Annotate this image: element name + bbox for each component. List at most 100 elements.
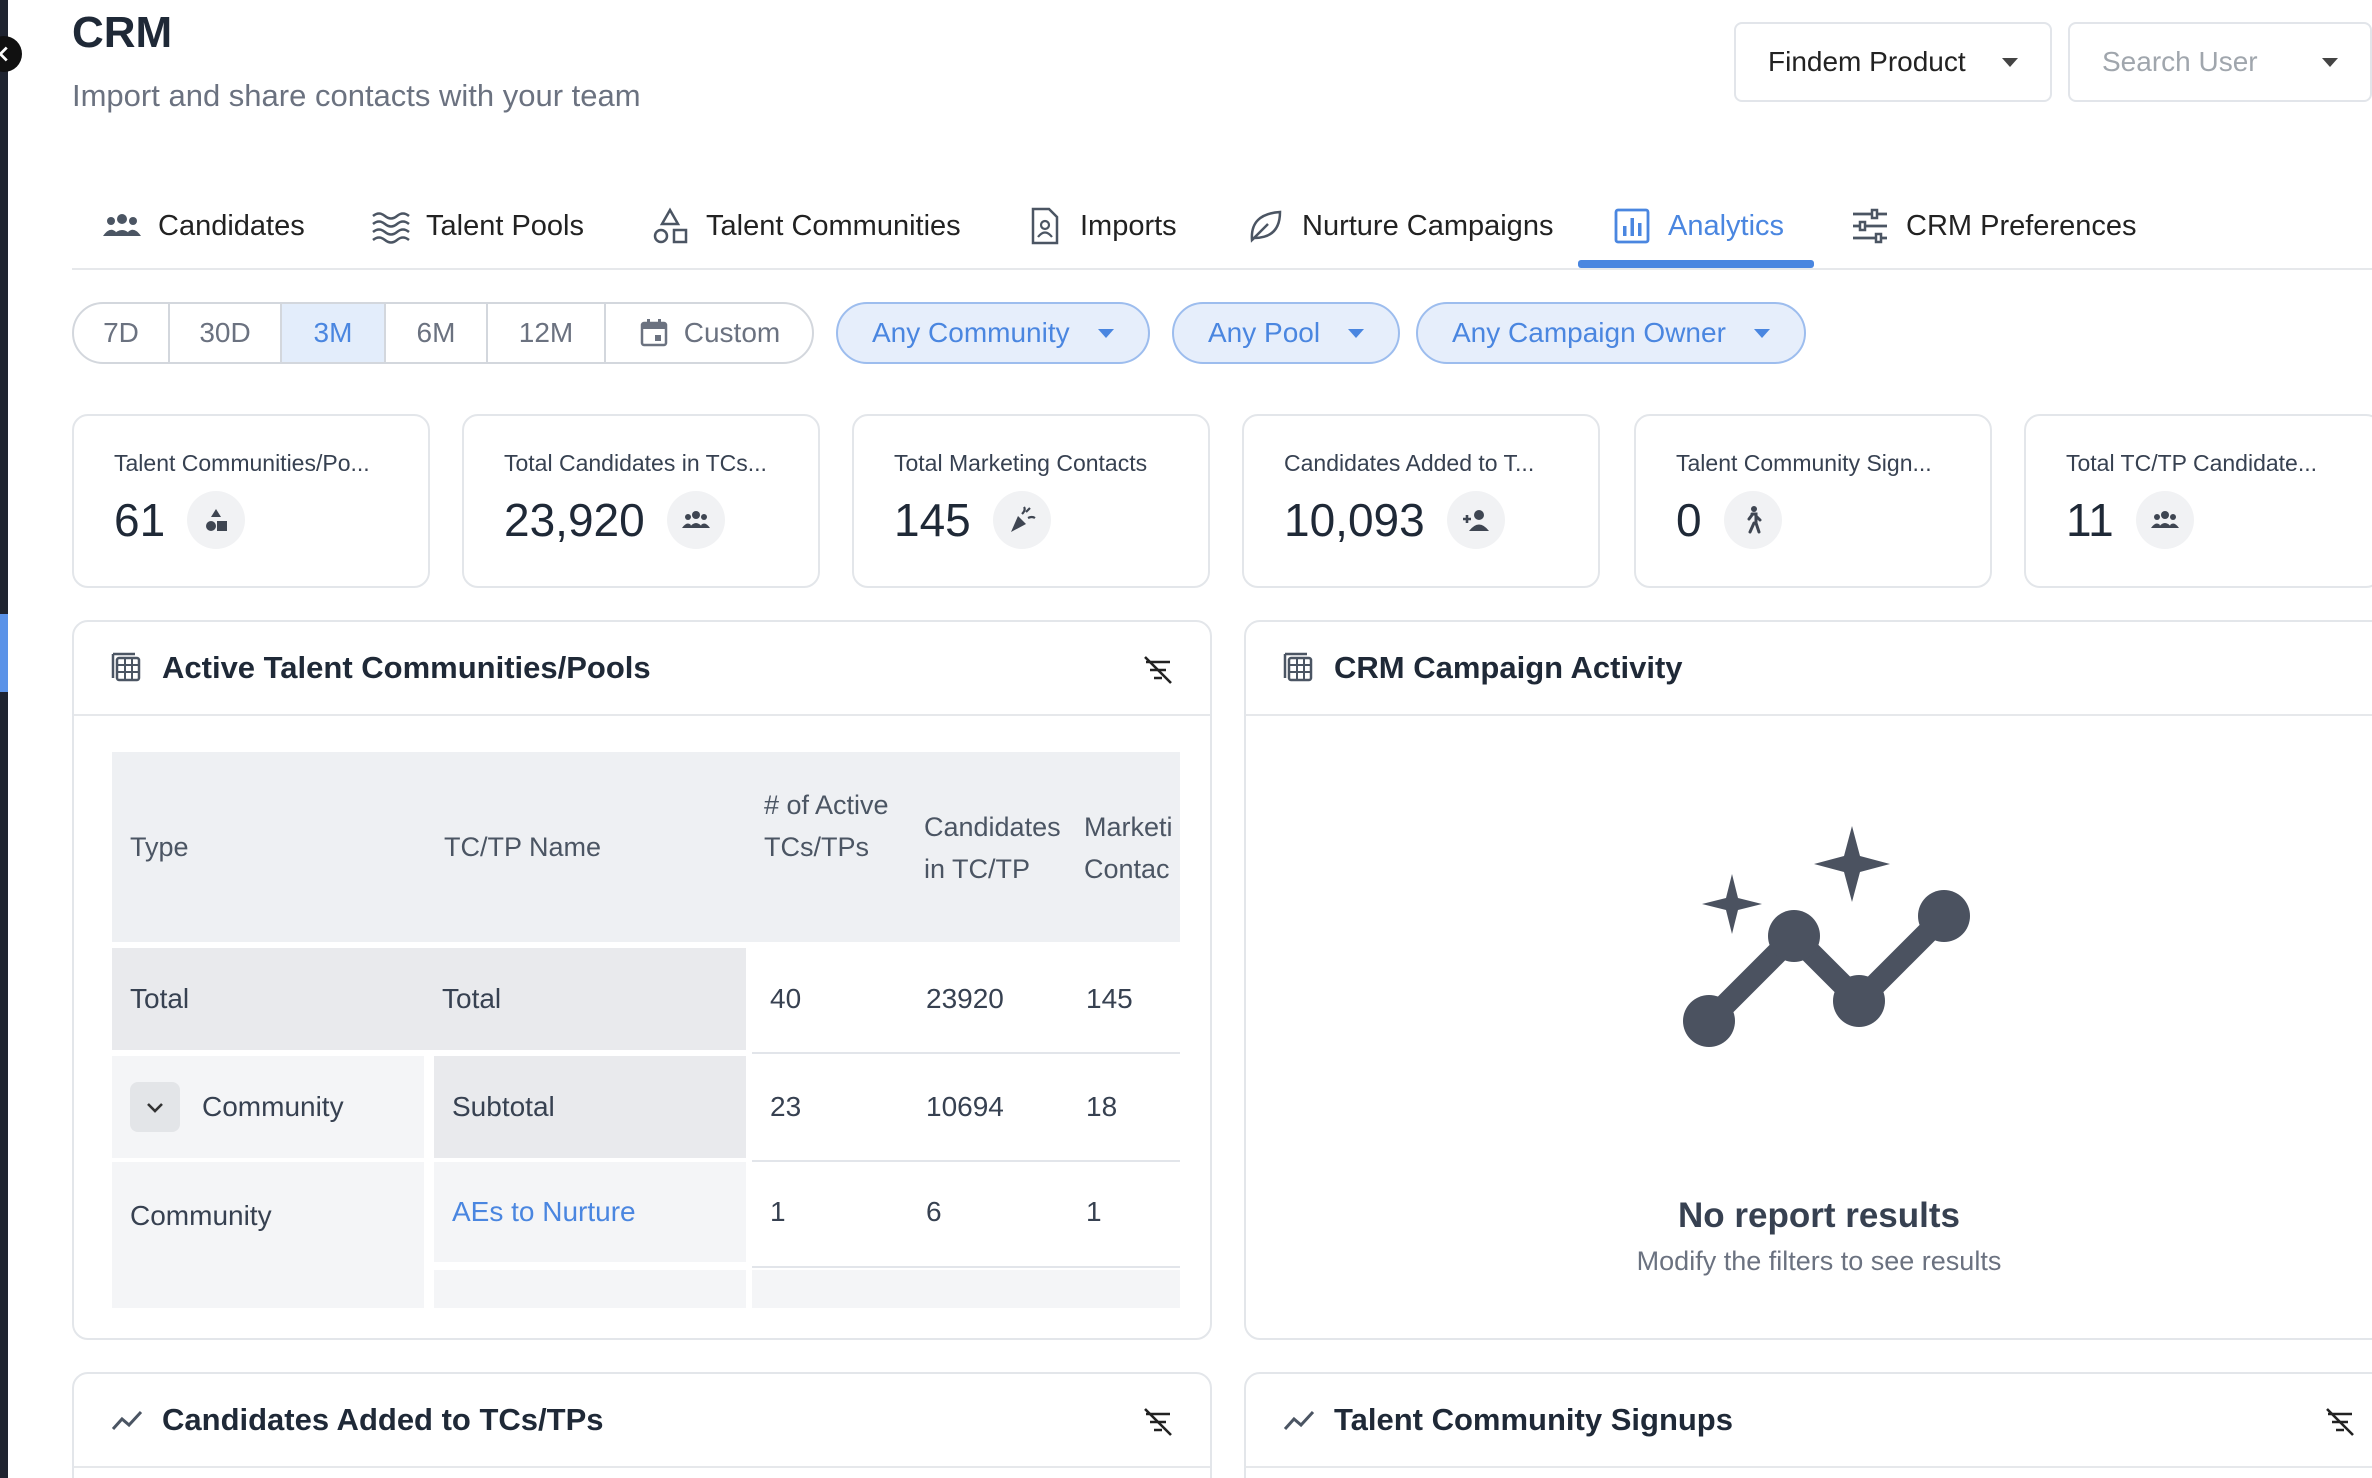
tab-label: Nurture Campaigns: [1302, 209, 1554, 242]
card-title: Talent Community Signups: [1334, 1402, 1733, 1437]
tab-nurture-campaigns[interactable]: Nurture Campaigns: [1246, 194, 1553, 258]
range-7d-button[interactable]: 7D: [74, 304, 170, 362]
filter-off-icon[interactable]: [2322, 1404, 2358, 1440]
filter-off-icon[interactable]: [1140, 1404, 1176, 1440]
range-label: 7D: [103, 317, 139, 348]
range-12m-button[interactable]: 12M: [488, 304, 606, 362]
cell-text: 145: [1086, 983, 1133, 1014]
campaign-activity-card: CRM Campaign Activity No report results …: [1244, 620, 2372, 1340]
row-divider: [752, 1266, 1180, 1268]
collapse-sidebar-button[interactable]: [0, 36, 22, 72]
active-communities-card: Active Talent Communities/Pools Type TC/…: [72, 620, 1212, 1340]
pool-filter[interactable]: Any Pool: [1172, 302, 1401, 364]
tab-label: Talent Communities: [706, 209, 961, 242]
trend-line-icon: [1282, 1403, 1316, 1437]
party-popper-icon: [992, 491, 1051, 549]
total-marketing-cell: 145: [1068, 948, 1180, 1050]
range-custom-button[interactable]: Custom: [606, 304, 812, 362]
bar-chart-icon: [1614, 208, 1650, 244]
card-header: CRM Campaign Activity: [1246, 622, 2372, 716]
person-add-icon: [1446, 491, 1505, 549]
sparkle-chart-icon: [1683, 826, 1970, 1047]
filter-off-icon[interactable]: [1140, 652, 1176, 688]
tab-analytics[interactable]: Analytics: [1612, 194, 1784, 258]
kpi-card-total-candidates[interactable]: Total Candidates in TCs... 23,920: [462, 414, 820, 588]
community-filter[interactable]: Any Community: [836, 302, 1150, 364]
column-header-marketing[interactable]: Marketi Contac: [1084, 812, 1173, 884]
page-subtitle: Import and share contacts with your team: [72, 78, 641, 113]
kpi-card-talent-communities[interactable]: Talent Communities/Po... 61: [72, 414, 430, 588]
crm-tabs: Candidates Talent Pools Talent Communiti…: [72, 180, 2372, 270]
detail-row-type-cell: Community: [112, 1162, 424, 1308]
active-tab-indicator: [1578, 260, 1814, 268]
range-30d-button[interactable]: 30D: [170, 304, 282, 362]
tab-talent-communities[interactable]: Talent Communities: [650, 194, 961, 258]
next-name-cell: [434, 1270, 746, 1308]
kpi-value: 61: [114, 494, 166, 546]
chevron-down-icon[interactable]: [130, 1082, 180, 1132]
column-header-candidates[interactable]: Candidates in TC/TP: [924, 812, 1061, 884]
person-walk-icon: [1723, 491, 1782, 549]
cell-text: Community: [130, 1200, 272, 1231]
shapes-icon: [653, 207, 688, 244]
kpi-card-tc-tp-candidates[interactable]: Total TC/TP Candidate... 11: [2024, 414, 2372, 588]
cell-text: Subtotal: [452, 1091, 555, 1122]
rail-scroll-indicator[interactable]: [0, 614, 8, 692]
caret-down-icon: [1753, 328, 1770, 338]
detail-marketing-cell: 1: [1068, 1162, 1180, 1262]
range-label: 3M: [313, 317, 353, 348]
cell-text: 10694: [926, 1091, 1004, 1122]
tab-label: Imports: [1080, 209, 1177, 242]
card-header: Active Talent Communities/Pools: [74, 622, 1210, 716]
empty-state-title: No report results: [1678, 1196, 1960, 1235]
waves-icon: [372, 212, 410, 244]
kpi-label: Candidates Added to T...: [1284, 450, 1535, 476]
range-label: 6M: [416, 317, 456, 348]
range-label: 12M: [518, 317, 574, 348]
kpi-label: Total Candidates in TCs...: [504, 450, 767, 476]
caret-down-icon: [1348, 328, 1365, 338]
column-header-active-count[interactable]: # of Active TCs/TPs: [764, 790, 889, 862]
kpi-card-community-signups[interactable]: Talent Community Sign... 0: [1634, 414, 1992, 588]
people-icon: [103, 214, 141, 236]
candidates-added-card: Candidates Added to TCs/TPs: [72, 1372, 1212, 1478]
community-link-aes-to-nurture[interactable]: AEs to Nurture: [434, 1162, 746, 1262]
tab-crm-preferences[interactable]: CRM Preferences: [1850, 194, 2136, 258]
product-select-value: Findem Product: [1768, 46, 1966, 77]
detail-candidates-cell: 6: [908, 1162, 1058, 1262]
chevron-left-icon: [0, 46, 8, 62]
kpi-value: 11: [2066, 494, 2114, 546]
tab-label: CRM Preferences: [1906, 209, 2137, 242]
tab-imports[interactable]: Imports: [1024, 194, 1177, 258]
user-search-select[interactable]: Search User: [2068, 22, 2372, 102]
community-signups-card: Talent Community Signups: [1244, 1372, 2372, 1478]
caret-down-icon: [1097, 328, 1114, 338]
community-filter-value: Any Community: [872, 317, 1070, 348]
kpi-card-candidates-added[interactable]: Candidates Added to T... 10,093: [1242, 414, 1600, 588]
cell-text: Total: [442, 983, 502, 1014]
campaign-owner-filter[interactable]: Any Campaign Owner: [1416, 302, 1806, 364]
kpi-value: 23,920: [504, 494, 645, 546]
total-candidates-cell: 23920: [908, 948, 1058, 1050]
subtotal-name-cell: Subtotal: [434, 1056, 746, 1158]
product-select[interactable]: Findem Product: [1734, 22, 2052, 102]
kpi-label: Talent Community Sign...: [1676, 450, 1932, 476]
tab-label: Talent Pools: [426, 209, 584, 242]
kpi-label: Total Marketing Contacts: [894, 450, 1148, 476]
column-header-type[interactable]: Type: [130, 832, 189, 862]
group-row-type-cell: Community: [112, 1056, 424, 1158]
table-icon: [1282, 651, 1316, 685]
tab-candidates[interactable]: Candidates: [102, 194, 305, 258]
cell-text: AEs to Nurture: [452, 1196, 636, 1227]
kpi-card-marketing-contacts[interactable]: Total Marketing Contacts 145: [852, 414, 1210, 588]
range-label: 30D: [199, 317, 251, 348]
column-header-name[interactable]: TC/TP Name: [444, 832, 602, 862]
total-active-cell: 40: [752, 948, 902, 1050]
range-3m-button[interactable]: 3M: [282, 304, 386, 362]
tab-label: Candidates: [158, 209, 305, 242]
calendar-icon: [640, 319, 668, 347]
range-6m-button[interactable]: 6M: [386, 304, 488, 362]
cell-text: 1: [1086, 1196, 1102, 1227]
tab-talent-pools[interactable]: Talent Pools: [370, 194, 584, 258]
caret-down-icon: [2322, 57, 2338, 67]
